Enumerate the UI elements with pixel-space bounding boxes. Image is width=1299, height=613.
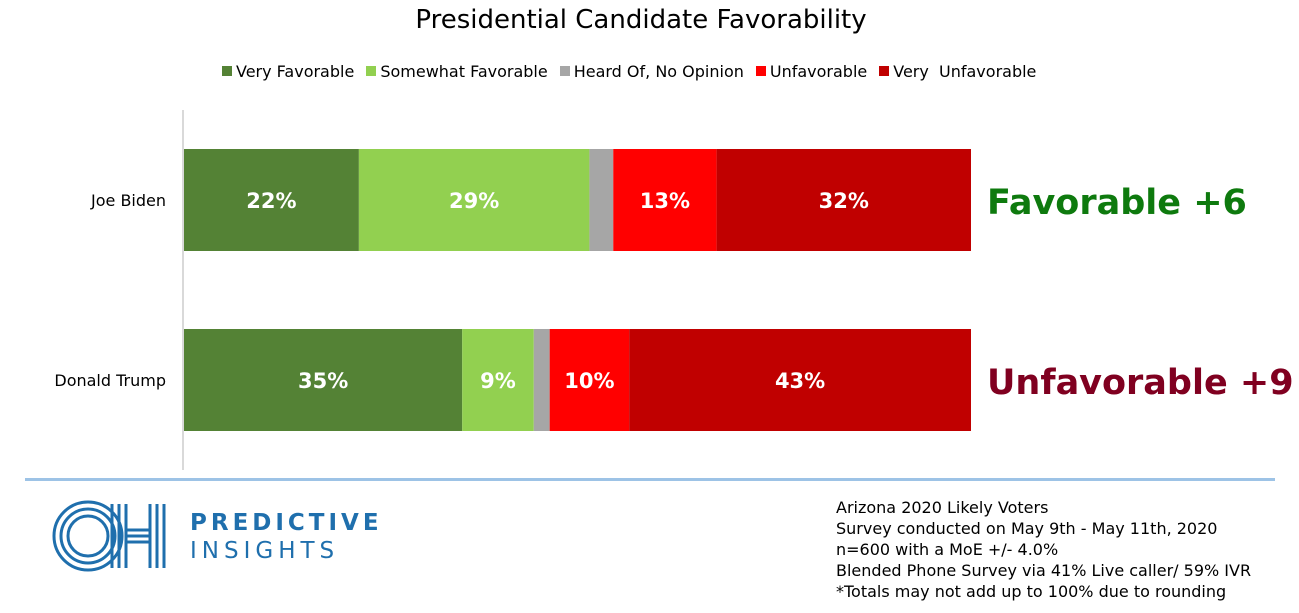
bar-data-label: 35% (298, 369, 348, 393)
chart-title: Presidential Candidate Favorability (415, 5, 867, 35)
net-favorability-label: Unfavorable +9 (987, 363, 1294, 403)
legend-item-no-opinion: Heard Of, No Opinion (559, 61, 744, 81)
bar-segment (184, 329, 463, 431)
legend-label: Very Unfavorable (893, 61, 1037, 81)
legend-item-very-favorable: Very Favorable (222, 62, 354, 81)
note-line: *Totals may not add up to 100% due to ro… (836, 582, 1227, 601)
legend-swatch (755, 66, 766, 76)
bar-data-label: 22% (246, 189, 296, 213)
legend-item-very-unfavorable: Very Unfavorable (879, 62, 1036, 81)
note-line: n=600 with a MoE +/- 4.0% (836, 540, 1059, 559)
bar-data-label: 9% (480, 369, 516, 393)
footer-divider (25, 478, 1275, 481)
legend-swatch (222, 66, 232, 76)
bar-data-label: 43% (775, 369, 825, 393)
bar-data-label: 32% (819, 189, 869, 213)
note-line: Blended Phone Survey via 41% Live caller… (836, 561, 1252, 580)
legend-label: Heard Of, No Opinion (573, 61, 744, 81)
bar-segment (549, 329, 630, 431)
bar-segment (358, 149, 590, 251)
net-favorability-label: Favorable +6 (987, 183, 1247, 223)
stacked-bar-chart: Joe Biden 22% 29% 13% 32% Favorable +6 Donald … (54, 110, 1294, 470)
bar-segment (629, 329, 971, 431)
bar-data-label: 13% (640, 189, 690, 213)
survey-notes: Arizona 2020 Likely Voters Survey conduc… (836, 497, 1251, 602)
bar-segment (533, 329, 550, 431)
legend-item-somewhat-favorable: Somewhat Favorable (366, 61, 548, 81)
legend-swatch (879, 66, 890, 76)
legend-item-unfavorable: Unfavorable (755, 61, 868, 81)
bar-segment (589, 149, 614, 251)
legend-label: Unfavorable (769, 61, 868, 81)
bar-segment (613, 149, 717, 251)
oh-monogram-logo-icon (52, 500, 166, 572)
category-label: Donald Trump (54, 371, 166, 390)
logo-text-insights: INSIGHTS (190, 538, 340, 564)
note-line: Survey conducted on May 9th - May 11th, … (836, 519, 1218, 538)
legend-label: Very Favorable (236, 61, 355, 81)
note-line: Arizona 2020 Likely Voters (836, 498, 1049, 517)
legend-swatch (366, 66, 377, 76)
bar-segment (716, 149, 971, 251)
legend-label: Somewhat Favorable (380, 61, 548, 81)
chart-legend: Very Favorable Somewhat Favorable Heard … (222, 61, 1048, 81)
logo-text-predictive: PREDICTIVE (190, 510, 383, 536)
legend-swatch (559, 66, 570, 76)
category-label: Joe Biden (90, 191, 166, 210)
bar-data-label: 10% (564, 369, 614, 393)
bar-segment (184, 149, 359, 251)
bar-segment (462, 329, 534, 431)
bar-data-label: 29% (449, 189, 499, 213)
